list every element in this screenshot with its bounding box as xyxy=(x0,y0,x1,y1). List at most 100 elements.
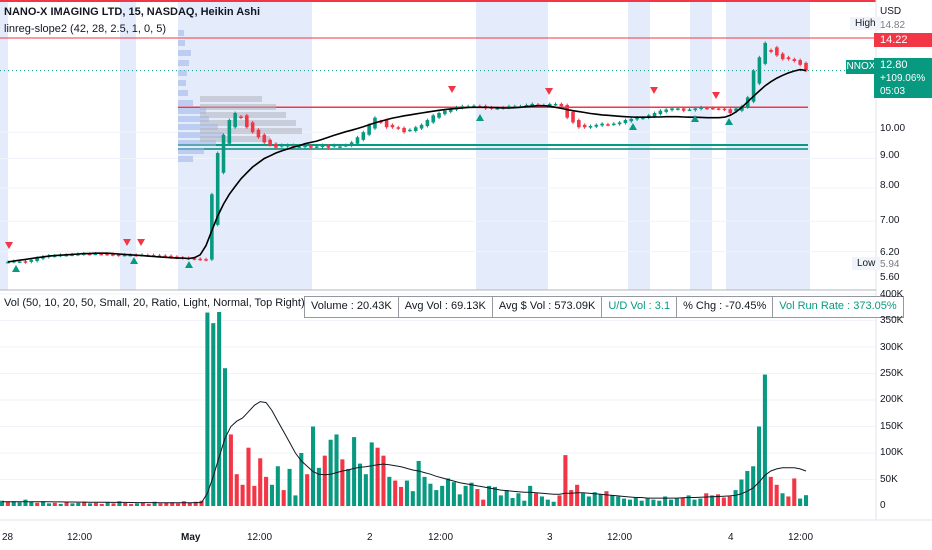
volume-bar xyxy=(434,490,439,506)
volume-bar xyxy=(305,474,310,506)
volume-bar xyxy=(768,476,773,506)
candle-body xyxy=(687,109,692,112)
candle-body xyxy=(204,259,208,261)
volume-bar xyxy=(269,484,274,506)
candle-body xyxy=(711,107,715,110)
volume-profile-bar xyxy=(178,90,188,96)
volume-bar xyxy=(428,483,433,506)
volume-bars xyxy=(0,293,876,506)
volume-bar xyxy=(457,494,462,506)
candle-body xyxy=(111,254,115,256)
time-label: 2 xyxy=(367,532,373,543)
volume-indicator-label[interactable]: Vol (50, 10, 20, 50, Small, 20, Ratio, L… xyxy=(4,297,305,309)
candle-body xyxy=(99,253,103,256)
volume-bar xyxy=(322,455,327,506)
candle-body xyxy=(577,120,581,128)
volume-bar xyxy=(668,499,674,506)
price-tick: 7.00 xyxy=(880,215,900,226)
candle-body xyxy=(274,143,278,148)
volume-tick: 200K xyxy=(880,394,904,405)
sell-marker xyxy=(650,87,658,94)
volume-tick: 400K xyxy=(880,289,904,300)
candle-body xyxy=(227,120,232,144)
volume-bar xyxy=(293,495,298,506)
volume-bar xyxy=(445,478,451,506)
volume-bar xyxy=(281,490,286,506)
volume-bar xyxy=(393,480,398,506)
volume-bar xyxy=(70,503,75,506)
volume-bar xyxy=(545,499,550,506)
candle-body xyxy=(314,146,319,148)
price-tick: 10.00 xyxy=(880,123,906,134)
volume-bar xyxy=(99,503,104,506)
volume-bar xyxy=(469,482,474,506)
volume-bar xyxy=(217,312,222,506)
volume-bar xyxy=(228,434,233,506)
volume-bar xyxy=(786,496,791,506)
candle-body xyxy=(87,253,92,256)
time-label: May xyxy=(181,532,201,543)
volume-bar xyxy=(93,502,98,506)
volume-bar xyxy=(275,466,280,506)
volume-bar xyxy=(164,502,169,506)
candle-body xyxy=(338,146,342,148)
candle-body xyxy=(390,124,395,128)
volume-bar xyxy=(492,486,498,506)
volume-profile-bar xyxy=(200,112,286,118)
candle-body xyxy=(326,145,331,148)
volume-bar xyxy=(170,502,175,506)
volume-bar xyxy=(399,486,404,506)
candle-body xyxy=(658,110,663,115)
stat-pct-chg: % Chg : -70.45% xyxy=(677,297,774,317)
candle-body xyxy=(716,108,721,110)
candle-body xyxy=(221,134,226,173)
price-tick: 5.60 xyxy=(880,272,900,283)
candle-body xyxy=(559,103,564,107)
volume-bar xyxy=(686,495,691,506)
volume-bar xyxy=(381,455,386,506)
stat-avg-vol: Avg Vol : 69.13K xyxy=(399,297,493,317)
candle-body xyxy=(163,255,168,258)
volume-bar xyxy=(739,479,744,506)
volume-bar xyxy=(539,496,544,506)
candle-body xyxy=(367,124,371,135)
volume-bar xyxy=(586,496,591,506)
high-value: 14.82 xyxy=(880,20,906,31)
candle-body xyxy=(361,132,366,140)
candle-body xyxy=(460,106,465,108)
candle-body xyxy=(670,108,674,111)
volume-bar xyxy=(252,485,257,506)
sell-marker xyxy=(137,239,145,246)
volume-bar xyxy=(657,500,662,506)
candle-body xyxy=(611,123,616,126)
volume-tick: 350K xyxy=(880,315,904,326)
volume-bar xyxy=(199,500,204,506)
volume-bar xyxy=(193,501,198,506)
buy-marker xyxy=(12,265,20,272)
candle-body xyxy=(763,42,768,64)
candle-body xyxy=(792,59,797,62)
volume-tick: 50K xyxy=(880,474,898,485)
volume-bar xyxy=(404,480,409,506)
candle-body xyxy=(495,107,500,110)
candle-body xyxy=(425,120,430,127)
candle-body xyxy=(396,127,401,129)
volume-bar xyxy=(674,498,679,506)
regression-line xyxy=(7,68,807,263)
volume-bar xyxy=(111,503,116,506)
volume-bar xyxy=(158,503,163,506)
volume-bar xyxy=(46,503,51,506)
volume-bar xyxy=(663,496,668,506)
candle-body xyxy=(279,145,284,147)
volume-bar xyxy=(146,503,151,506)
symbol-badge: NNOX xyxy=(846,60,876,74)
indicator-label[interactable]: linreg-slope2 (42, 28, 2.5, 1, 0, 5) xyxy=(4,23,167,35)
candle-body xyxy=(384,120,389,128)
buy-marker xyxy=(629,123,637,130)
volume-bar xyxy=(510,498,515,506)
volume-bar xyxy=(528,485,533,506)
volume-bar xyxy=(622,498,627,506)
candle-body xyxy=(635,117,639,120)
volume-bar xyxy=(346,468,351,506)
